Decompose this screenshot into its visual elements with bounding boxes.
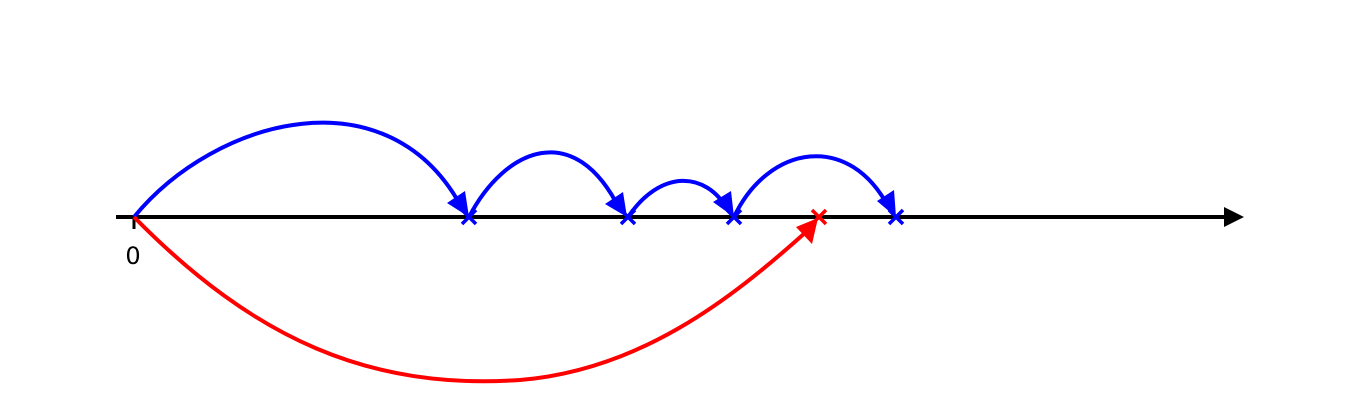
axis-arrowhead-icon	[1224, 207, 1244, 227]
x-mark-icon	[460, 208, 478, 226]
jump-arrowheads	[447, 190, 896, 217]
origin-label: 0	[125, 242, 140, 270]
number-line: 0	[116, 207, 1244, 270]
jump-arc-3	[626, 178, 730, 219]
jump-arc-4	[732, 154, 892, 218]
x-mark-icon	[887, 208, 905, 226]
x-mark-icon	[810, 208, 828, 226]
jump-arcs	[132, 120, 892, 219]
jump-arc-1	[132, 120, 465, 219]
direct-arc	[132, 215, 808, 384]
jump-points	[460, 208, 905, 226]
x-mark-icon	[725, 208, 743, 226]
direct-arc-group	[132, 208, 828, 384]
x-mark-icon	[619, 208, 637, 226]
jump-arc-2	[467, 150, 622, 218]
